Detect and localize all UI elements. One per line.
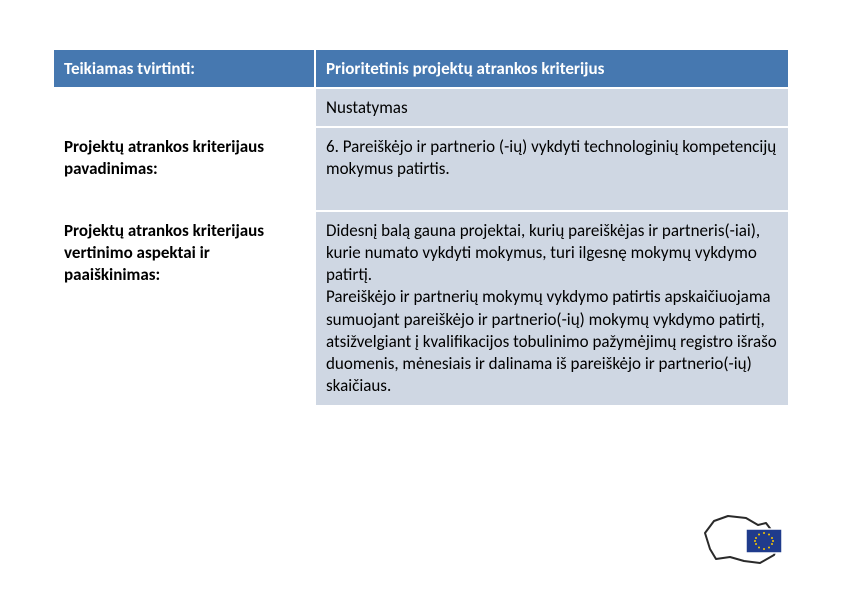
table-subheader-row: Nustatymas [53,88,789,127]
row1-value: 6. Pareiškėjo ir partnerio (-ių) vykdyti… [315,127,789,211]
criteria-table: Teikiamas tvirtinti: Prioritetinis proje… [52,48,790,407]
table-row: Projektų atrankos kriterijaus pavadinima… [53,127,789,211]
table-row: Projektų atrankos kriterijaus vertinimo … [53,211,789,406]
row2-label: Projektų atrankos kriterijaus vertinimo … [53,211,315,406]
empty-cell [53,88,315,127]
subheader: Nustatymas [315,88,789,127]
table-header-row: Teikiamas tvirtinti: Prioritetinis proje… [53,49,789,88]
eu-lithuania-logo [700,511,790,566]
header-right: Prioritetinis projektų atrankos kriterij… [315,49,789,88]
row2-value: Didesnį balą gauna projektai, kurių pare… [315,211,789,406]
header-left: Teikiamas tvirtinti: [53,49,315,88]
row1-label: Projektų atrankos kriterijaus pavadinima… [53,127,315,211]
